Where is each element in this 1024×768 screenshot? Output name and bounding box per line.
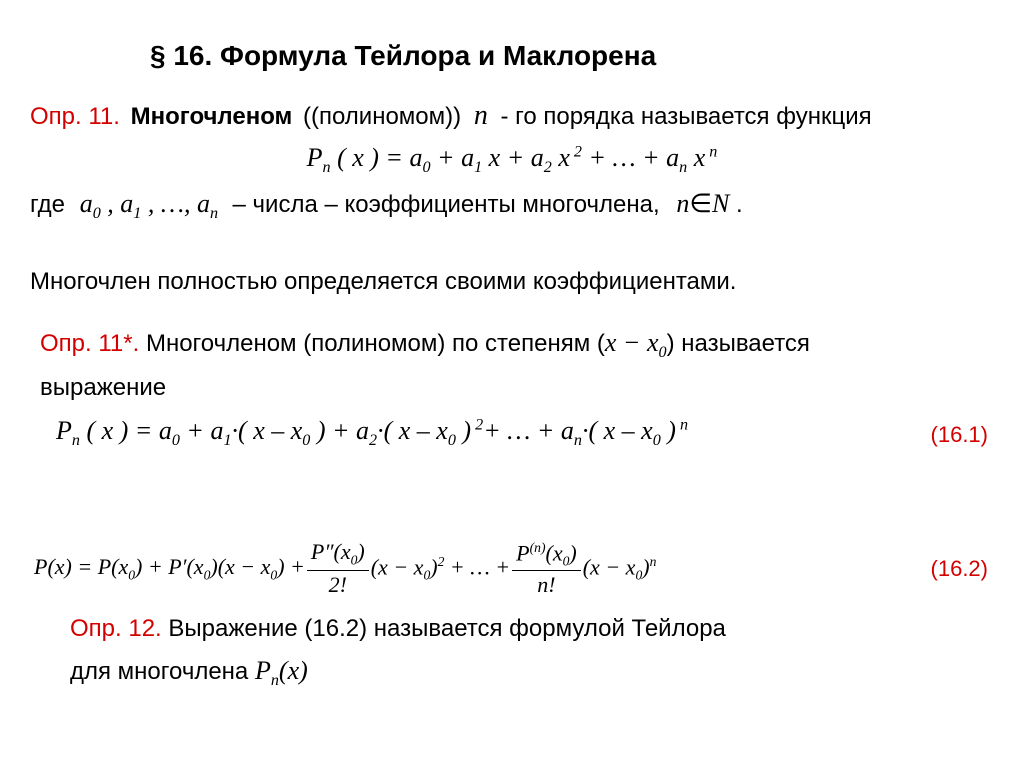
taylor-tail: (x − x0)n [583, 554, 657, 584]
where-coeffs: a0 , a1 , …, an [80, 189, 225, 218]
def11-label: Опр. 11. [30, 103, 120, 130]
taylor-frac1: P″(x0) 2! [307, 540, 369, 597]
definition-11-star: Опр. 11*. Многочленом (полиномом) по сте… [40, 324, 994, 365]
page-content: § 16. Формула Тейлора и Маклорена Опр. 1… [0, 0, 1024, 693]
def11star-label: Опр. 11*. [40, 330, 139, 357]
definition-12-line1: Опр. 12. Выражение (16.2) называется фор… [70, 612, 994, 647]
polynomial-x0-formula: Pn ( x ) = a0 + a1·( x – x0 ) + a2·( x –… [56, 416, 908, 450]
def11star-line2: выражение [40, 371, 994, 406]
def11star-xminus: x − x0 [605, 328, 667, 357]
taylor-mid: (x − x0)2 + … + [371, 554, 510, 584]
taylor-formula: P(x) = P(x0) + P′(x0)(x − x0) + P″(x0) 2… [30, 540, 908, 598]
def11star-text1: Многочленом (полиномом) по степеням ( [146, 330, 605, 357]
eq-number-161: (16.1) [908, 422, 994, 448]
taylor-frac2: P(n)(x0) n! [512, 540, 581, 598]
definition-11: Опр. 11. Многочленом ((полиномом)) n - г… [30, 96, 994, 137]
where-nin: n∈N [676, 189, 729, 218]
def11-paren: ((полиномом)) [303, 103, 461, 130]
where-dot: . [736, 191, 743, 218]
definition-12-line2: для многочлена Pn(x) [70, 652, 994, 693]
where-line: где a0 , a1 , …, an – числа – коэффициен… [30, 185, 994, 226]
def12-label: Опр. 12. [70, 615, 162, 642]
fully-determined-text: Многочлен полностью определяется своими … [30, 265, 994, 300]
equation-16-1-row: Pn ( x ) = a0 + a1·( x – x0 ) + a2·( x –… [30, 412, 994, 458]
section-title: § 16. Формула Тейлора и Маклорена [150, 40, 994, 72]
where-word: где [30, 191, 65, 218]
taylor-lhs: P(x) = P(x0) + P′(x0)(x − x0) + [34, 554, 305, 583]
def11-tail: - го порядка называется функция [501, 103, 872, 130]
eq-number-162: (16.2) [908, 556, 994, 582]
def12-text1: Выражение (16.2) называется формулой Тей… [168, 615, 726, 642]
def11-n: n [474, 100, 488, 131]
equation-16-2-row: P(x) = P(x0) + P′(x0)(x − x0) + P″(x0) 2… [30, 540, 994, 598]
def11-bold: Многочленом [131, 103, 293, 130]
def11star-text2: ) называется [667, 330, 810, 357]
polynomial-formula: Pn ( x ) = a0 + a1 x + a2 x 2 + … + an x… [30, 143, 994, 177]
def12-text2: для многочлена [70, 658, 255, 685]
def12-pnx: Pn(x) [255, 656, 308, 685]
where-text: – числа – коэффициенты многочлена, [233, 191, 660, 218]
